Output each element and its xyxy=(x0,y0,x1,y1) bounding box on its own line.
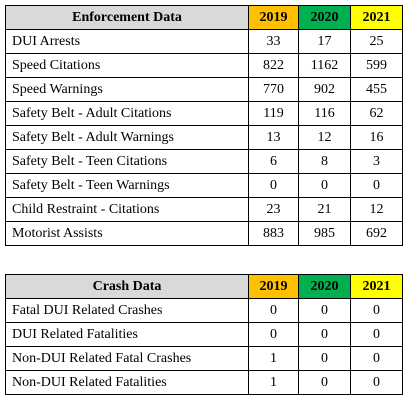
value-cell: 0 xyxy=(350,346,403,371)
header-cell: Crash Data xyxy=(5,274,249,299)
table-row: Safety Belt - Teen Warnings 0 0 0 xyxy=(5,173,403,198)
table-row: DUI Related Fatalities 0 0 0 xyxy=(5,322,403,347)
row-label: Fatal DUI Related Crashes xyxy=(5,298,249,323)
value-cell: 1 xyxy=(248,370,299,395)
row-label: Speed Citations xyxy=(5,53,249,78)
value-cell: 692 xyxy=(350,221,403,246)
value-cell: 0 xyxy=(350,173,403,198)
row-label: DUI Related Fatalities xyxy=(5,322,249,347)
header-cell: 2020 xyxy=(298,274,351,299)
row-label: Safety Belt - Teen Citations xyxy=(5,149,249,174)
value-cell: 0 xyxy=(298,173,351,198)
value-cell: 21 xyxy=(298,197,351,222)
value-cell: 822 xyxy=(248,53,299,78)
table-row: Safety Belt - Adult Citations 119 116 62 xyxy=(5,101,403,126)
table-row: Speed Warnings 770 902 455 xyxy=(5,77,403,102)
table-row: Non-DUI Related Fatal Crashes 1 0 0 xyxy=(5,346,403,371)
header-cell: 2019 xyxy=(248,5,299,30)
table-row: Non-DUI Related Fatalities 1 0 0 xyxy=(5,370,403,395)
value-cell: 0 xyxy=(350,322,403,347)
table-row: DUI Arrests 33 17 25 xyxy=(5,29,403,54)
value-cell: 902 xyxy=(298,77,351,102)
row-label: Motorist Assists xyxy=(5,221,249,246)
value-cell: 0 xyxy=(298,298,351,323)
value-cell: 1162 xyxy=(298,53,351,78)
header-cell: Enforcement Data xyxy=(5,5,249,30)
value-cell: 6 xyxy=(248,149,299,174)
value-cell: 0 xyxy=(350,298,403,323)
value-cell: 883 xyxy=(248,221,299,246)
value-cell: 3 xyxy=(350,149,403,174)
table-row: Motorist Assists 883 985 692 xyxy=(5,221,403,246)
value-cell: 599 xyxy=(350,53,403,78)
value-cell: 0 xyxy=(298,370,351,395)
value-cell: 770 xyxy=(248,77,299,102)
value-cell: 0 xyxy=(248,298,299,323)
value-cell: 0 xyxy=(248,322,299,347)
header-cell: 2020 xyxy=(298,5,351,30)
value-cell: 119 xyxy=(248,101,299,126)
header-cell: 2021 xyxy=(350,274,403,299)
row-label: Speed Warnings xyxy=(5,77,249,102)
value-cell: 0 xyxy=(298,322,351,347)
value-cell: 116 xyxy=(298,101,351,126)
table-row: Safety Belt - Teen Citations 6 8 3 xyxy=(5,149,403,174)
crash-table: Crash Data 2019 2020 2021 Fatal DUI Related … xyxy=(5,274,403,395)
row-label: Child Restraint - Citations xyxy=(5,197,249,222)
row-label: Safety Belt - Teen Warnings xyxy=(5,173,249,198)
row-label: DUI Arrests xyxy=(5,29,249,54)
value-cell: 33 xyxy=(248,29,299,54)
value-cell: 0 xyxy=(298,346,351,371)
value-cell: 25 xyxy=(350,29,403,54)
value-cell: 455 xyxy=(350,77,403,102)
value-cell: 12 xyxy=(298,125,351,150)
table-row: Speed Citations 822 1162 599 xyxy=(5,53,403,78)
value-cell: 985 xyxy=(298,221,351,246)
value-cell: 23 xyxy=(248,197,299,222)
header-row: Crash Data 2019 2020 2021 xyxy=(5,274,403,299)
value-cell: 16 xyxy=(350,125,403,150)
header-cell: 2019 xyxy=(248,274,299,299)
value-cell: 1 xyxy=(248,346,299,371)
row-label: Safety Belt - Adult Warnings xyxy=(5,125,249,150)
row-label: Safety Belt - Adult Citations xyxy=(5,101,249,126)
table-row: Safety Belt - Adult Warnings 13 12 16 xyxy=(5,125,403,150)
header-row: Enforcement Data 2019 2020 2021 xyxy=(5,5,403,30)
value-cell: 17 xyxy=(298,29,351,54)
row-label: Non-DUI Related Fatal Crashes xyxy=(5,346,249,371)
value-cell: 62 xyxy=(350,101,403,126)
value-cell: 13 xyxy=(248,125,299,150)
value-cell: 8 xyxy=(298,149,351,174)
value-cell: 12 xyxy=(350,197,403,222)
table-row: Fatal DUI Related Crashes 0 0 0 xyxy=(5,298,403,323)
table-row: Child Restraint - Citations 23 21 12 xyxy=(5,197,403,222)
enforcement-table: Enforcement Data 2019 2020 2021 DUI Arrests 3… xyxy=(5,5,403,246)
value-cell: 0 xyxy=(248,173,299,198)
row-label: Non-DUI Related Fatalities xyxy=(5,370,249,395)
value-cell: 0 xyxy=(350,370,403,395)
header-cell: 2021 xyxy=(350,5,403,30)
